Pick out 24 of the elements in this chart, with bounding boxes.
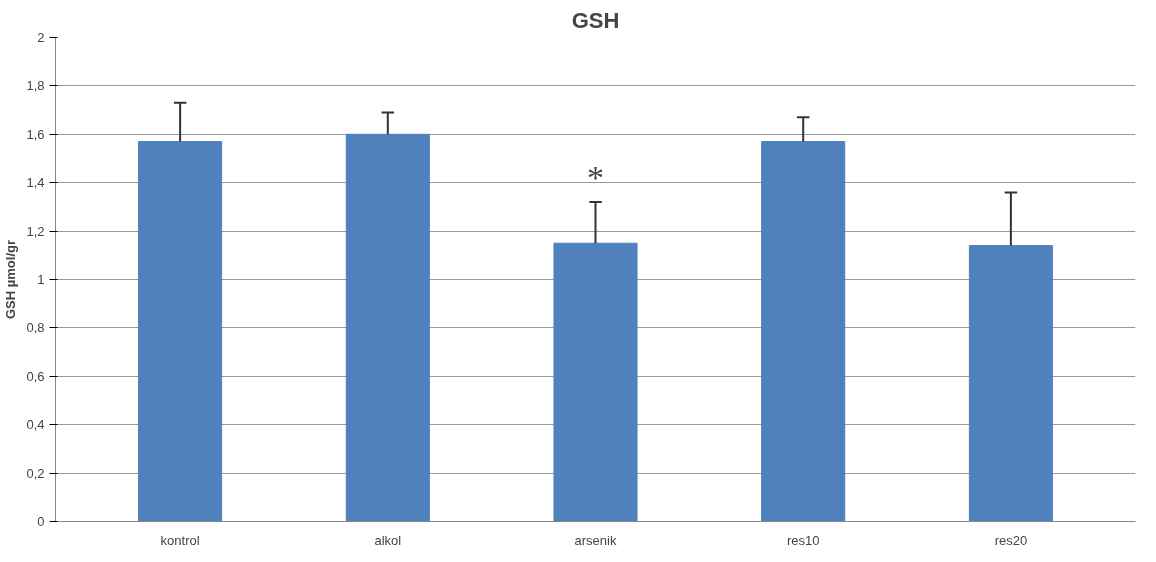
bar [138, 141, 223, 522]
y-tick-label: 0,6 [26, 368, 45, 384]
y-tick-label: 1,8 [26, 78, 45, 94]
y-tick-label: 1,6 [26, 126, 45, 142]
x-tick-label: res10 [786, 532, 820, 548]
y-axis-title: GSH µmol/gr [3, 240, 19, 319]
x-tick-label: alkol [374, 532, 402, 548]
y-tick-label: 1,4 [26, 175, 45, 191]
y-tick-label: 0,8 [26, 320, 45, 336]
bar [968, 245, 1053, 522]
chart-title: GSH [571, 7, 620, 33]
y-tick-label: 2 [37, 30, 45, 45]
x-tick-label: arsenik [574, 532, 617, 548]
bar [761, 141, 846, 522]
bar [345, 133, 430, 522]
annotation: * [587, 159, 604, 197]
x-tick-label: res20 [994, 532, 1028, 548]
y-tick-label: 0,2 [26, 465, 45, 481]
x-tick-label: kontrol [160, 532, 200, 548]
y-tick-label: 0,4 [26, 417, 45, 433]
y-tick-label: 0 [37, 514, 45, 529]
y-tick-label: 1,2 [26, 223, 45, 239]
y-tick-label: 1 [37, 272, 45, 287]
bar [553, 242, 638, 522]
